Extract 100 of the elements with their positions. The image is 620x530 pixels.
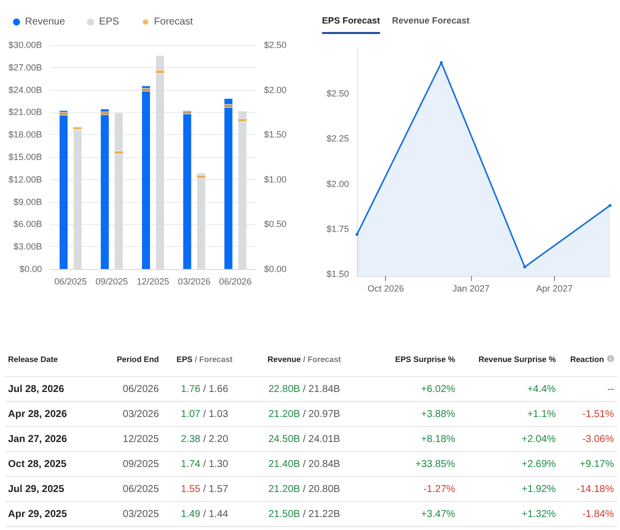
y-tick-label: $9.00B (13, 196, 42, 207)
chart-title: EPS Forecast (322, 16, 380, 26)
bar (100, 109, 109, 269)
text: Revenue Forecast (392, 16, 470, 26)
text: / (302, 408, 306, 420)
text: EPS Surprise % (395, 354, 456, 364)
x-tick-label: 06/2026 (219, 276, 252, 286)
text: Revenue Surprise % (478, 354, 556, 364)
text: 2.38 (180, 434, 200, 444)
text: 03/2025 (122, 508, 159, 520)
point (356, 232, 358, 236)
text: -14.18% (576, 484, 614, 494)
y-tick-label: $24.00B (8, 84, 42, 95)
text: / (203, 508, 206, 520)
text: Jul 28, 2026 (8, 384, 64, 394)
text: Oct 28, 2025 (8, 458, 66, 470)
text: / (194, 354, 197, 364)
text: 1.57 (208, 484, 228, 494)
text: Jan 27, 2026 (8, 434, 67, 444)
text: +1.92% (522, 484, 556, 494)
y-tick-label: $2.25 (326, 134, 349, 144)
text: Forecast (308, 354, 341, 364)
x-tick-label: Oct 2026 (367, 284, 404, 294)
text: 21.84B (308, 384, 340, 394)
text: 21.20B (268, 484, 300, 494)
text: +3.88% (420, 408, 456, 420)
text: 21.22B (308, 508, 340, 520)
text: 1.30 (208, 458, 228, 470)
text: 24.50B (268, 434, 300, 444)
text: Apr 28, 2026 (8, 408, 67, 420)
text: / (302, 484, 306, 494)
bar (224, 98, 232, 269)
text: 1.44 (208, 508, 228, 520)
text: Period End (116, 354, 159, 364)
y2-tick-label: $0.50 (264, 219, 287, 230)
y-tick-label: $27.00B (8, 62, 42, 72)
text: 12/2025 (122, 434, 159, 444)
text: 03/2026 (122, 408, 159, 420)
text: Jul 29, 2025 (8, 484, 64, 494)
text: Revenue (268, 354, 301, 364)
text: +8.18% (420, 434, 456, 444)
x-tick-label: Apr 2027 (536, 284, 573, 294)
text: -- (607, 384, 614, 394)
text: +1.1% (527, 408, 556, 420)
text: +3.47% (420, 508, 456, 520)
text: 1.49 (180, 508, 200, 520)
text: 21.20B (268, 408, 300, 420)
x-tick-label: 06/2025 (54, 276, 87, 286)
text: +2.04% (522, 434, 556, 444)
text: 21.50B (268, 508, 300, 520)
text: -1.84% (582, 508, 614, 520)
y-tick-label: $15.00B (8, 152, 42, 162)
y2-tick-label: $0.00 (264, 264, 287, 274)
text: Forecast (199, 354, 233, 364)
text: 2.20 (208, 434, 228, 444)
text: +2.69% (522, 458, 556, 470)
y-tick-label: $2.50 (326, 88, 349, 98)
text: 1.66 (208, 384, 228, 394)
y-tick-label: $30.00B (8, 40, 42, 50)
y-tick-label: $1.75 (326, 224, 349, 234)
text: 20.84B (308, 458, 340, 470)
x-tick-label: 03/2026 (178, 276, 210, 286)
text: / (303, 354, 306, 364)
x-tick-label: 09/2025 (96, 276, 128, 286)
text: 06/2025 (122, 484, 159, 494)
text: 06/2026 (122, 384, 159, 394)
text: +4.4% (527, 384, 556, 394)
text: +6.02% (420, 384, 456, 394)
text: / (302, 458, 306, 470)
y-tick-label: $1.50 (326, 269, 349, 280)
text: / (203, 408, 206, 420)
text: / (203, 384, 206, 394)
y-tick-label: $12.00B (8, 174, 42, 184)
text: 1.03 (208, 408, 228, 420)
y-tick-label: $6.00B (13, 219, 42, 230)
text: Release Date (8, 354, 58, 364)
text: +1.32% (522, 508, 556, 520)
text: EPS (176, 354, 192, 364)
text: / (302, 508, 306, 520)
y-tick-label: $3.00B (13, 242, 42, 252)
text: 1.76 (180, 384, 200, 394)
text: / (302, 434, 306, 444)
text: Reaction (570, 354, 604, 364)
bar (142, 86, 150, 269)
x-tick-label: 12/2025 (136, 276, 170, 286)
point (523, 265, 526, 268)
text: +33.85% (415, 458, 456, 470)
text: 22.80B (268, 384, 300, 394)
y2-tick-label: $1.00 (264, 174, 287, 184)
text: 21.40B (268, 458, 300, 470)
text: 20.80B (308, 484, 340, 494)
text: -1.27% (423, 484, 456, 494)
y-tick-label: $0.00 (19, 264, 42, 274)
text: / (203, 434, 206, 444)
text: 1.07 (180, 408, 200, 420)
y2-tick-label: $2.50 (264, 40, 287, 50)
text: 1.74 (180, 458, 200, 470)
y2-tick-label: $1.50 (264, 130, 287, 140)
legend-label: Revenue (25, 16, 66, 28)
text: 20.97B (308, 408, 340, 420)
